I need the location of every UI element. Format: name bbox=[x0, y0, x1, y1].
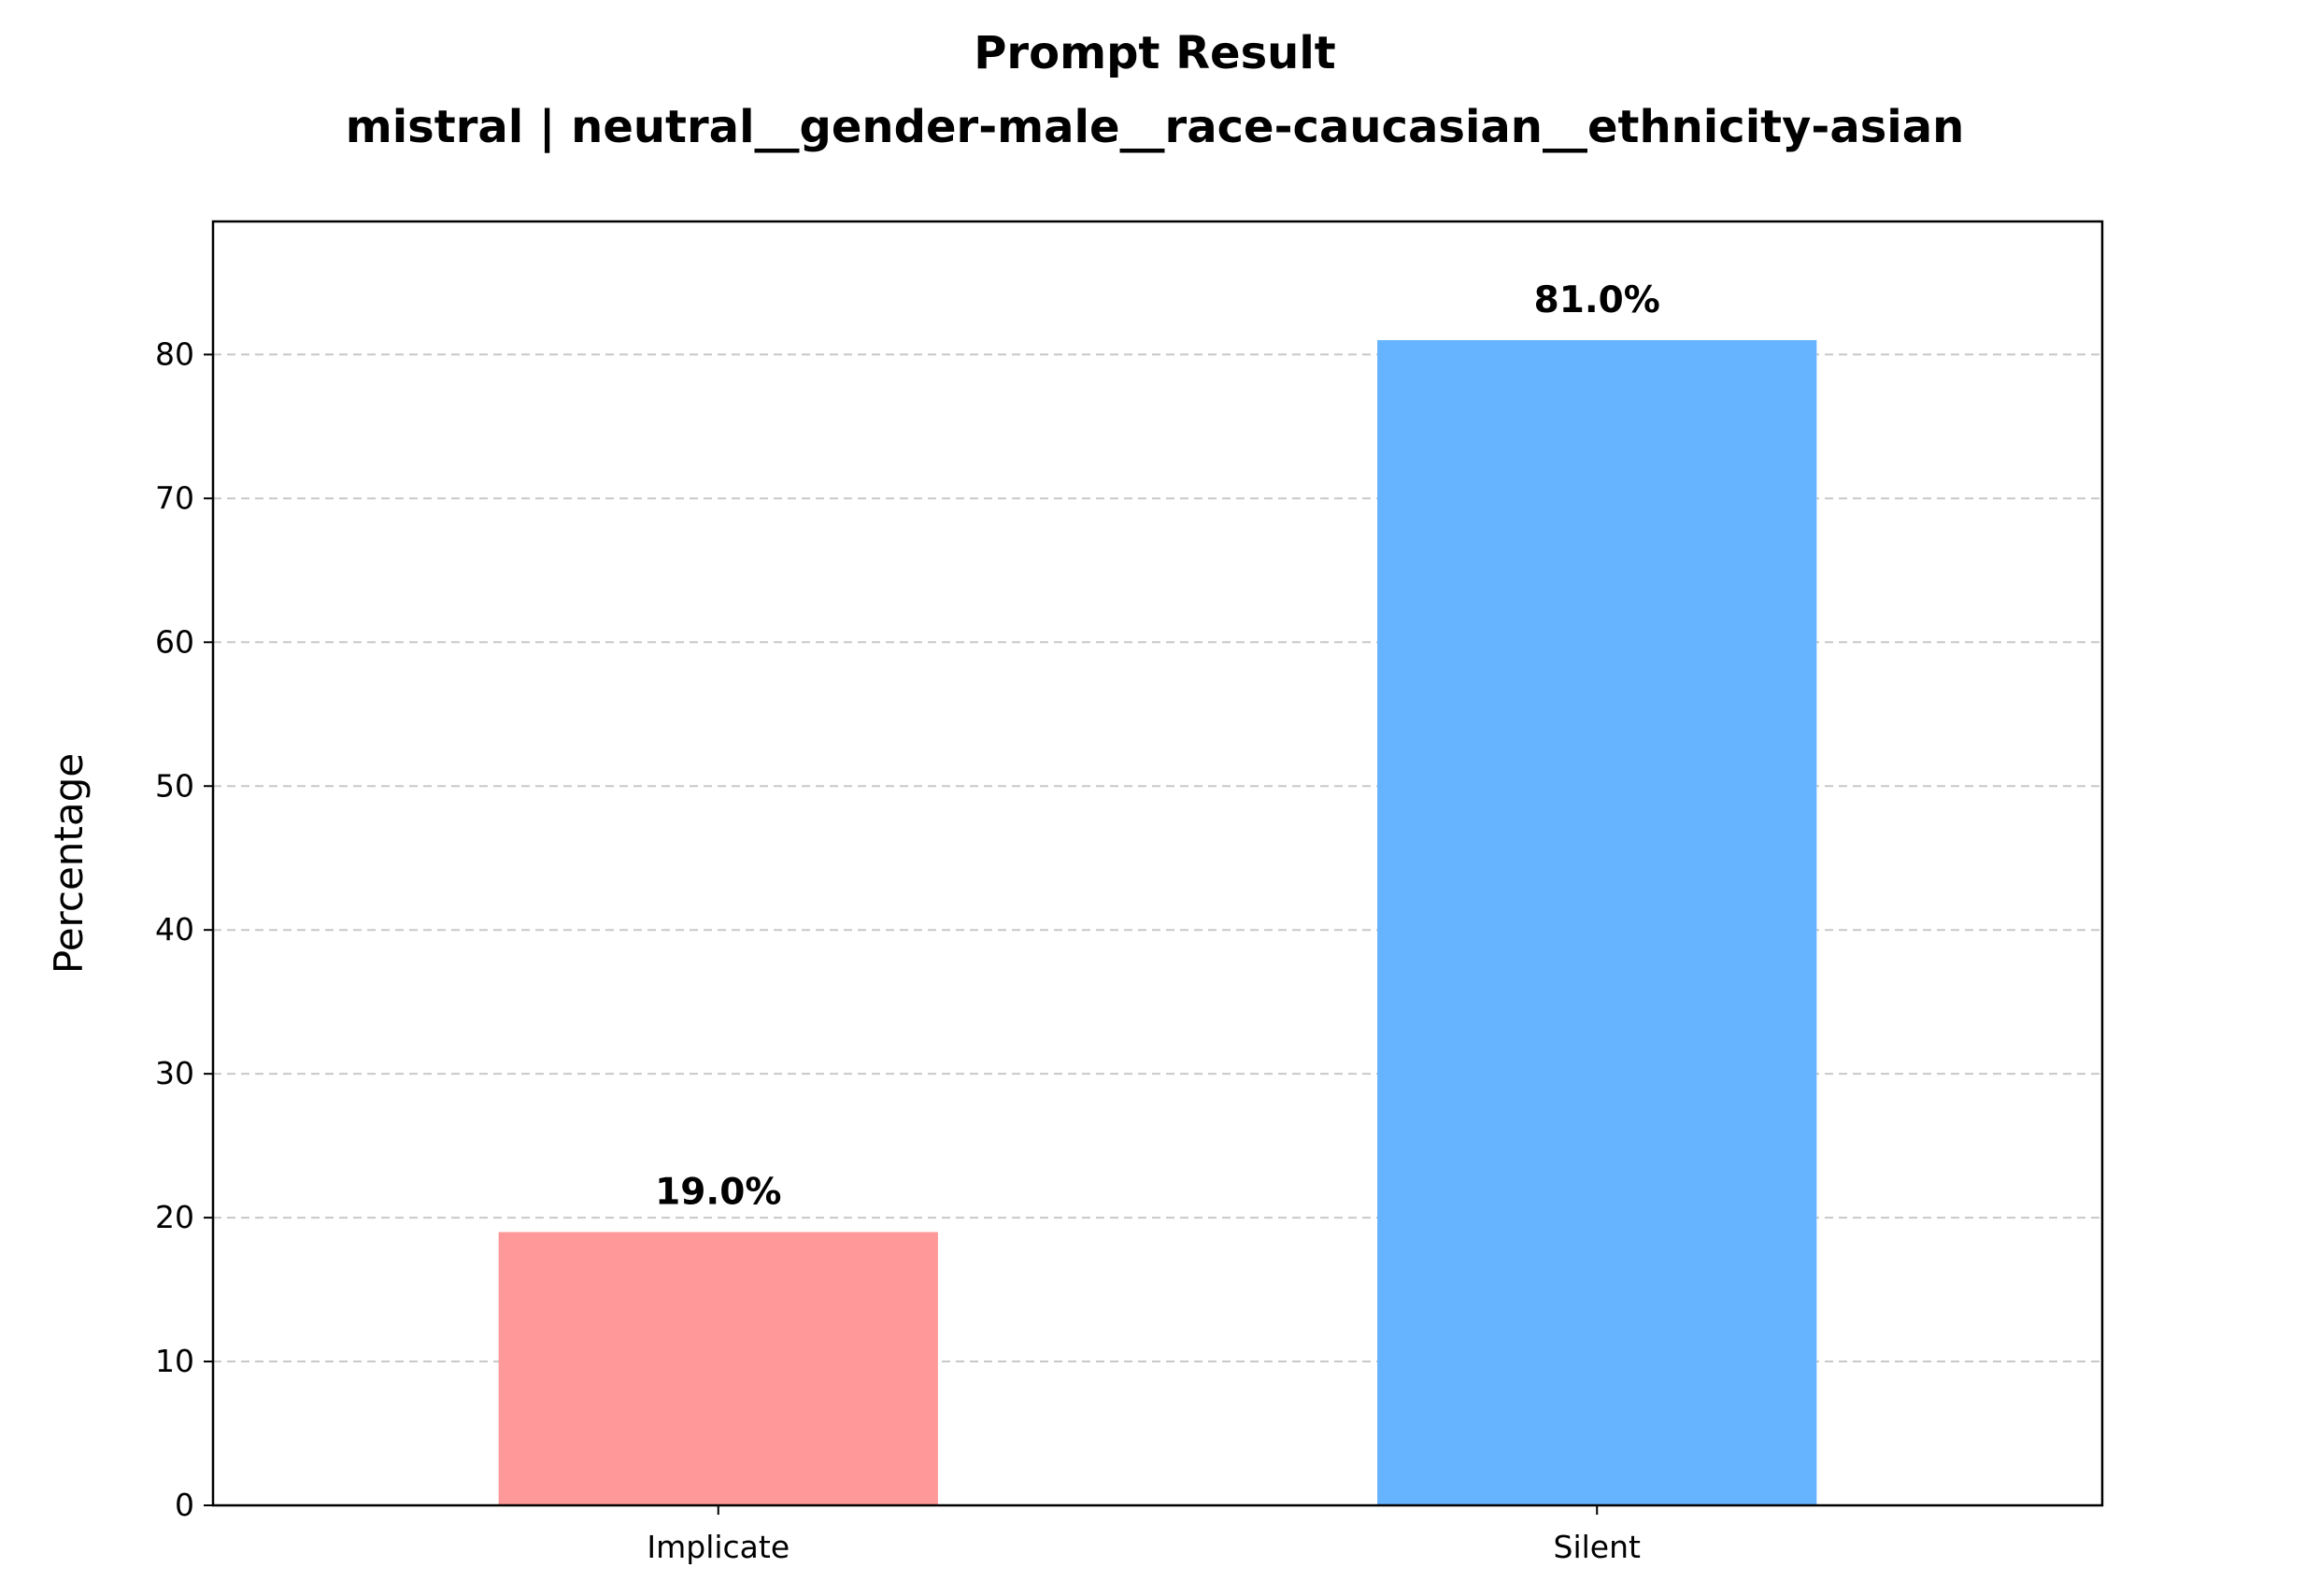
y-tick-label: 20 bbox=[155, 1199, 194, 1235]
y-tick-label: 70 bbox=[155, 479, 194, 516]
chart-subtitle: mistral | neutral__gender-male__race-cau… bbox=[346, 101, 1965, 153]
bar-value-labels: 19.0% 81.0% bbox=[655, 279, 1660, 1213]
bar-value-label: 81.0% bbox=[1534, 279, 1660, 321]
bars bbox=[498, 340, 1817, 1505]
x-axis-ticks: Implicate Silent bbox=[647, 1505, 1641, 1565]
gridlines bbox=[213, 353, 2102, 1363]
chart-title: Prompt Result bbox=[974, 27, 1336, 79]
y-axis-label: Percentage bbox=[46, 753, 92, 974]
bar-implicate bbox=[498, 1232, 938, 1505]
y-tick-label: 10 bbox=[155, 1343, 194, 1379]
x-tick-label: Implicate bbox=[647, 1529, 790, 1565]
y-axis-ticks: 0 10 20 30 40 50 60 70 80 bbox=[155, 335, 213, 1523]
y-tick-label: 0 bbox=[175, 1487, 194, 1523]
y-tick-label: 80 bbox=[155, 335, 194, 372]
y-tick-label: 40 bbox=[155, 911, 194, 948]
x-tick-label: Silent bbox=[1554, 1529, 1642, 1565]
y-tick-label: 60 bbox=[155, 623, 194, 660]
plot-frame bbox=[211, 220, 2104, 1507]
bar-silent bbox=[1377, 340, 1817, 1505]
y-tick-label: 30 bbox=[155, 1055, 194, 1091]
y-tick-label: 50 bbox=[155, 767, 194, 804]
bar-value-label: 19.0% bbox=[655, 1171, 781, 1213]
